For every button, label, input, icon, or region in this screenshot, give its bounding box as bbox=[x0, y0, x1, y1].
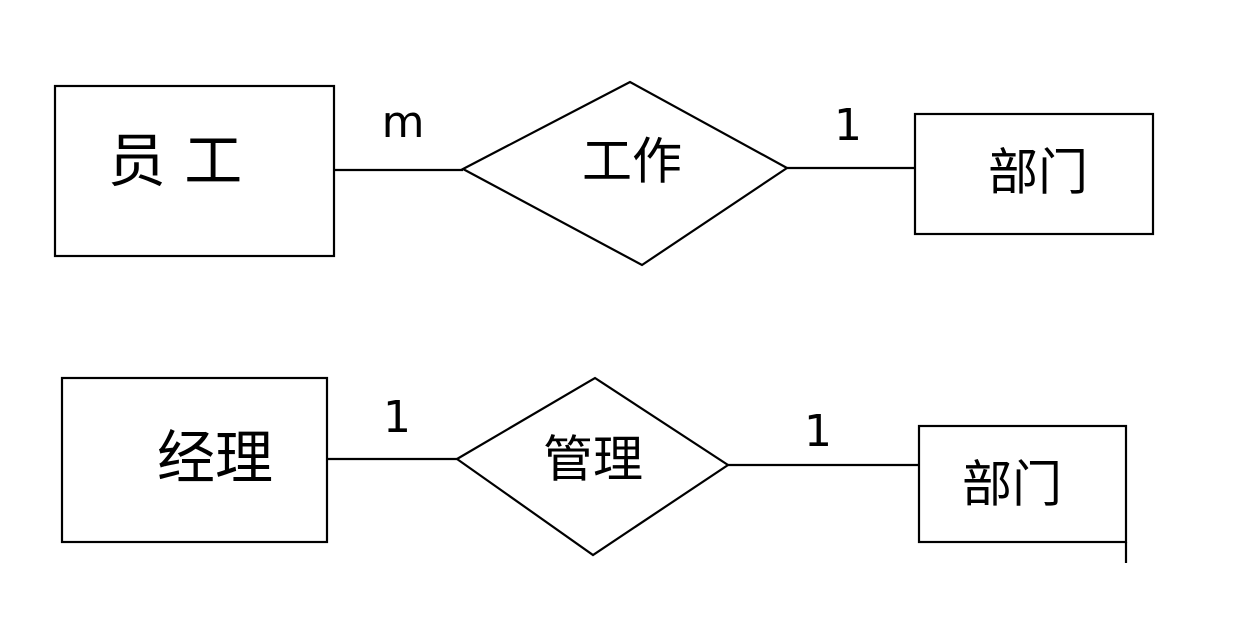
entity-department-1-box bbox=[913, 112, 1155, 236]
cardinality-manager-manage: 1 bbox=[383, 392, 411, 443]
cardinality-manage-department: 1 bbox=[804, 406, 832, 457]
er-row-1: 员 工 m 工作 1 部门 bbox=[53, 80, 1155, 267]
relationship-work-label: 工作 bbox=[582, 133, 682, 191]
entity-employee-box bbox=[53, 84, 336, 258]
entity-manager-box bbox=[60, 376, 329, 544]
relationship-manage-label: 管理 bbox=[543, 431, 643, 489]
entity-employee-label: 员 工 bbox=[108, 127, 242, 195]
cardinality-employee-work: m bbox=[382, 97, 425, 148]
entity-department-2-box bbox=[917, 424, 1128, 544]
entity-department-2-label: 部门 bbox=[962, 456, 1062, 514]
cardinality-work-department: 1 bbox=[834, 100, 862, 151]
er-row-2: 经理 1 管理 1 部门 bbox=[60, 376, 1128, 563]
entity-department-1-label: 部门 bbox=[988, 144, 1088, 202]
entity-manager-label: 经理 bbox=[157, 424, 273, 492]
